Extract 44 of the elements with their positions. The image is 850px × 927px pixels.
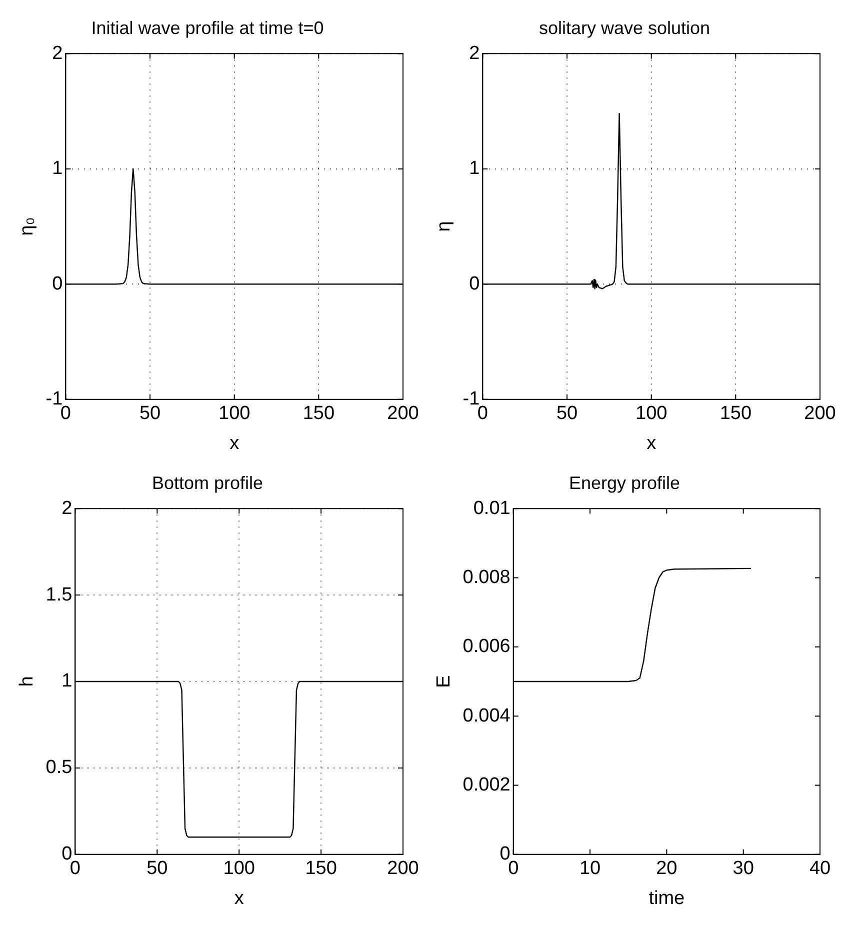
x-tick-label: 200 [804, 403, 836, 424]
x-axis-title: x [230, 432, 240, 454]
x-tick-label: 200 [387, 858, 419, 880]
x-axis-title: x [646, 432, 657, 454]
y-tick-label: 2 [52, 42, 63, 64]
y-tick-label: 0.004 [462, 705, 511, 726]
x-tick-label: 100 [635, 403, 668, 424]
x-axis-title: time [648, 888, 685, 909]
chart-title: Bottom profile [152, 472, 264, 493]
x-axis-title: x [234, 888, 244, 909]
y-tick-label: 1.5 [46, 584, 72, 606]
x-tick-label: 50 [556, 403, 578, 424]
y-axis-title: E [434, 675, 455, 688]
y-axis-title: h [16, 676, 38, 687]
y-axis-title: η₀ [16, 217, 38, 236]
y-tick-label: 2 [62, 498, 72, 519]
y-tick-label: 2 [469, 42, 480, 64]
x-tick-label: 20 [656, 858, 678, 880]
x-tick-label: 150 [305, 858, 337, 880]
chart-title: Energy profile [568, 472, 680, 493]
y-tick-label: 0.5 [46, 757, 72, 778]
x-tick-label: 40 [809, 858, 831, 880]
x-tick-label: 200 [387, 403, 419, 424]
y-tick-label: 0.002 [462, 774, 510, 796]
y-tick-label: 0 [500, 844, 510, 865]
chart-title: Initial wave profile at time t=0 [91, 18, 324, 38]
y-tick-label: 0.008 [462, 566, 510, 588]
y-tick-label: 1 [52, 158, 63, 180]
y-axis-title: η [434, 221, 455, 232]
x-tick-label: 50 [139, 403, 161, 424]
y-tick-label: 0.01 [473, 498, 510, 519]
x-tick-label: 150 [720, 403, 752, 424]
x-tick-label: 100 [218, 403, 250, 424]
x-tick-label: 10 [579, 858, 601, 880]
chart-title: solitary wave solution [538, 18, 710, 38]
x-tick-label: 50 [146, 858, 168, 880]
x-tick-label: 30 [732, 858, 754, 880]
x-tick-label: 150 [302, 403, 335, 424]
y-tick-label: 0 [469, 273, 480, 294]
y-tick-label: 1 [469, 158, 480, 180]
y-tick-label: 1 [62, 670, 72, 692]
y-tick-label: 0 [52, 273, 63, 294]
x-tick-label: 100 [223, 858, 255, 880]
y-tick-label: 0.006 [462, 636, 510, 658]
